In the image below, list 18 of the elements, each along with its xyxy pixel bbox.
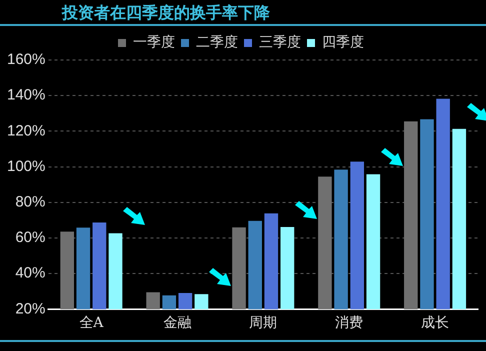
legend-label: 四季度 <box>322 34 364 51</box>
y-tick-label: 20% <box>15 300 46 318</box>
y-tick-label: 160% <box>6 51 46 68</box>
legend-label: 二季度 <box>196 34 238 51</box>
y-tick-label: 100% <box>6 158 46 175</box>
chart-title: 投资者在四季度的换手率下降 <box>0 0 486 26</box>
y-tick-label: 40% <box>15 264 46 282</box>
y-tick-label: 80% <box>15 194 46 211</box>
x-tick-label: 全A <box>79 315 104 332</box>
x-tick-label: 金融 <box>163 315 192 332</box>
x-tick-label: 成长 <box>421 315 450 332</box>
x-tick-label: 消费 <box>335 315 364 332</box>
y-tick-label: 140% <box>6 86 46 104</box>
y-tick-label: 60% <box>15 229 46 246</box>
y-tick-label: 120% <box>6 122 46 140</box>
legend-label: 一季度 <box>133 34 175 51</box>
legend-label: 三季度 <box>259 34 301 51</box>
x-tick-label: 周期 <box>249 315 278 332</box>
